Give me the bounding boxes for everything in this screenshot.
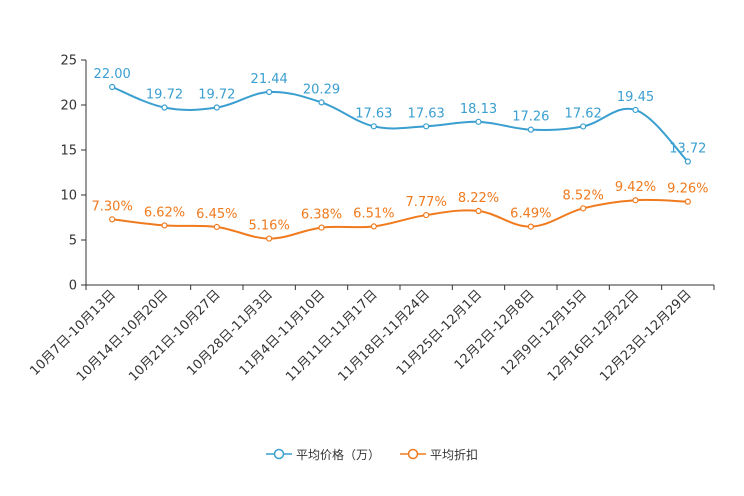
data-point[interactable] xyxy=(109,216,116,223)
data-label: 17.63 xyxy=(355,106,392,121)
y-tick-label: 5 xyxy=(69,234,77,249)
data-point[interactable] xyxy=(632,197,639,204)
series-line xyxy=(112,198,688,240)
y-tick-label: 0 xyxy=(69,279,77,294)
legend-item-discount[interactable]: 平均折扣 xyxy=(400,446,478,463)
data-label: 8.22% xyxy=(458,191,499,206)
legend-price-label: 平均价格（万） xyxy=(295,447,380,462)
data-label: 6.45% xyxy=(196,207,237,222)
data-point[interactable] xyxy=(370,123,377,130)
data-point[interactable] xyxy=(475,118,482,125)
data-point[interactable] xyxy=(527,126,534,133)
data-label: 19.45 xyxy=(617,90,654,105)
y-tick-label: 25 xyxy=(60,54,77,69)
data-label: 9.42% xyxy=(615,180,656,195)
data-label: 13.72 xyxy=(669,142,706,157)
legend-discount-marker xyxy=(400,448,426,460)
data-point[interactable] xyxy=(580,205,587,212)
data-point[interactable] xyxy=(109,83,116,91)
series-1: 7.30% 6.62% 6.45% 5.16% 6.38% 6.51% 7.77% 8.22%… xyxy=(92,180,708,242)
x-axis-ticks: 10月7日-10月13日10月14日-10月20日10月21日-10月27日10… xyxy=(27,285,715,385)
data-point[interactable] xyxy=(527,223,534,230)
legend-price-marker xyxy=(265,448,292,460)
legend-item-price[interactable]: 平均价格（万） xyxy=(265,446,380,463)
data-point[interactable] xyxy=(266,235,273,242)
data-point[interactable] xyxy=(213,104,220,111)
y-axis-ticks: 0 5 10 15 20 25 xyxy=(60,54,86,294)
x-tick-label: 10月7日-10月13日 xyxy=(27,287,119,379)
data-point[interactable] xyxy=(580,123,587,130)
data-label: 9.26% xyxy=(667,182,708,197)
series-line xyxy=(111,86,689,163)
data-label: 6.51% xyxy=(353,206,394,221)
data-label: 20.29 xyxy=(303,82,340,97)
y-tick-label: 20 xyxy=(60,99,77,114)
data-label: 5.16% xyxy=(249,219,290,234)
data-point[interactable] xyxy=(266,88,273,96)
x-tick-label: 12月23日-12月29日 xyxy=(597,287,694,384)
data-label: 22.00 xyxy=(94,67,131,82)
data-label: 17.63 xyxy=(408,106,445,121)
data-point[interactable] xyxy=(318,99,325,106)
data-label: 7.30% xyxy=(92,199,133,214)
legend-discount-label: 平均折扣 xyxy=(430,447,479,462)
data-label: 8.52% xyxy=(563,188,604,203)
x-tick-label: 10月21日-10月27日 xyxy=(126,287,223,384)
y-tick-label: 15 xyxy=(60,144,77,159)
data-label: 19.72 xyxy=(198,88,235,103)
legend: 平均价格（万） 平均折扣 xyxy=(0,444,744,464)
x-tick-label: 11月11日-11月17日 xyxy=(283,287,380,384)
series-0: 22.00 19.72 19.72 21.44 20.29 17.63 17.63 18.13… xyxy=(94,67,706,165)
data-point[interactable] xyxy=(370,223,377,230)
series-group: 22.00 19.72 19.72 21.44 20.29 17.63 17.63 18.13… xyxy=(92,67,708,242)
data-point[interactable] xyxy=(423,211,430,219)
data-label: 21.44 xyxy=(251,72,288,87)
data-label: 7.77% xyxy=(406,195,447,210)
data-label: 19.72 xyxy=(146,88,183,103)
data-label: 18.13 xyxy=(460,102,497,117)
data-point[interactable] xyxy=(632,106,639,114)
x-tick-label: 12月16日-12月22日 xyxy=(545,287,642,384)
data-point[interactable] xyxy=(423,123,430,130)
data-label: 6.62% xyxy=(144,205,185,220)
x-tick-label: 11月18日-11月24日 xyxy=(336,287,433,384)
data-point[interactable] xyxy=(213,223,220,231)
data-point[interactable] xyxy=(318,224,325,231)
data-point[interactable] xyxy=(684,158,691,165)
data-label: 6.49% xyxy=(510,207,551,222)
data-label: 6.38% xyxy=(301,208,342,223)
data-point[interactable] xyxy=(475,207,482,215)
y-tick-label: 10 xyxy=(60,189,77,204)
data-label: 17.62 xyxy=(565,106,602,121)
data-point[interactable] xyxy=(161,104,168,111)
x-tick-label: 10月14日-10月20日 xyxy=(74,287,171,384)
data-label: 17.26 xyxy=(512,110,549,125)
data-point[interactable] xyxy=(684,198,691,205)
data-point[interactable] xyxy=(161,222,168,229)
